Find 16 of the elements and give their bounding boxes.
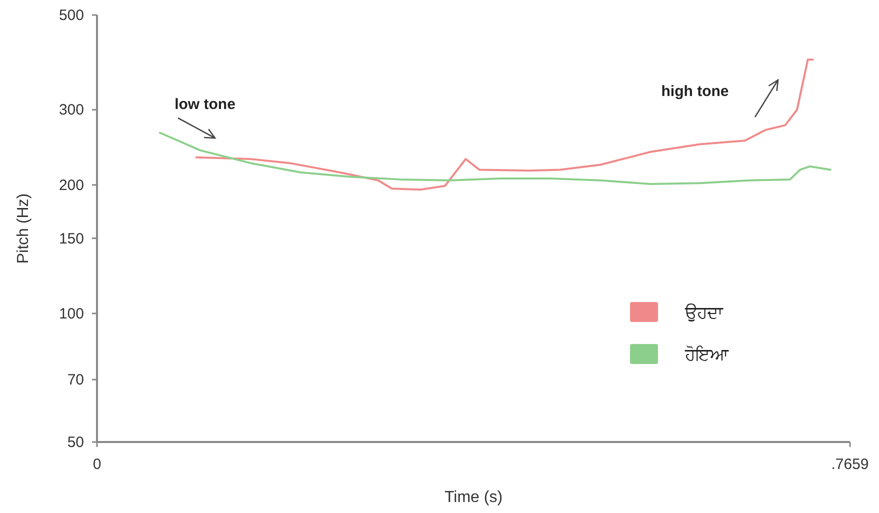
annotation: low tone — [174, 96, 236, 113]
x-tick-label: .7659 — [831, 456, 869, 473]
y-tick-label: 500 — [58, 7, 84, 24]
y-tick-label: 300 — [58, 102, 84, 119]
y-tick-label: 70 — [67, 372, 84, 389]
line-series — [158, 132, 832, 185]
x-tick-label: 0 — [92, 456, 102, 473]
legend-label: ਉਹਦਾ — [684, 303, 724, 322]
y-tick-label: 150 — [58, 230, 84, 248]
y-axis-title: Pitch (Hz) — [15, 193, 32, 264]
y-tick-label: 100 — [58, 305, 84, 322]
y-tick-label: 50 — [67, 434, 84, 451]
legend-label: ਹੋਇਆ — [684, 345, 729, 364]
annotation: high tone — [661, 83, 729, 100]
y-tick-label: 200 — [58, 176, 84, 194]
x-axis-title: Time (s) — [444, 489, 503, 506]
